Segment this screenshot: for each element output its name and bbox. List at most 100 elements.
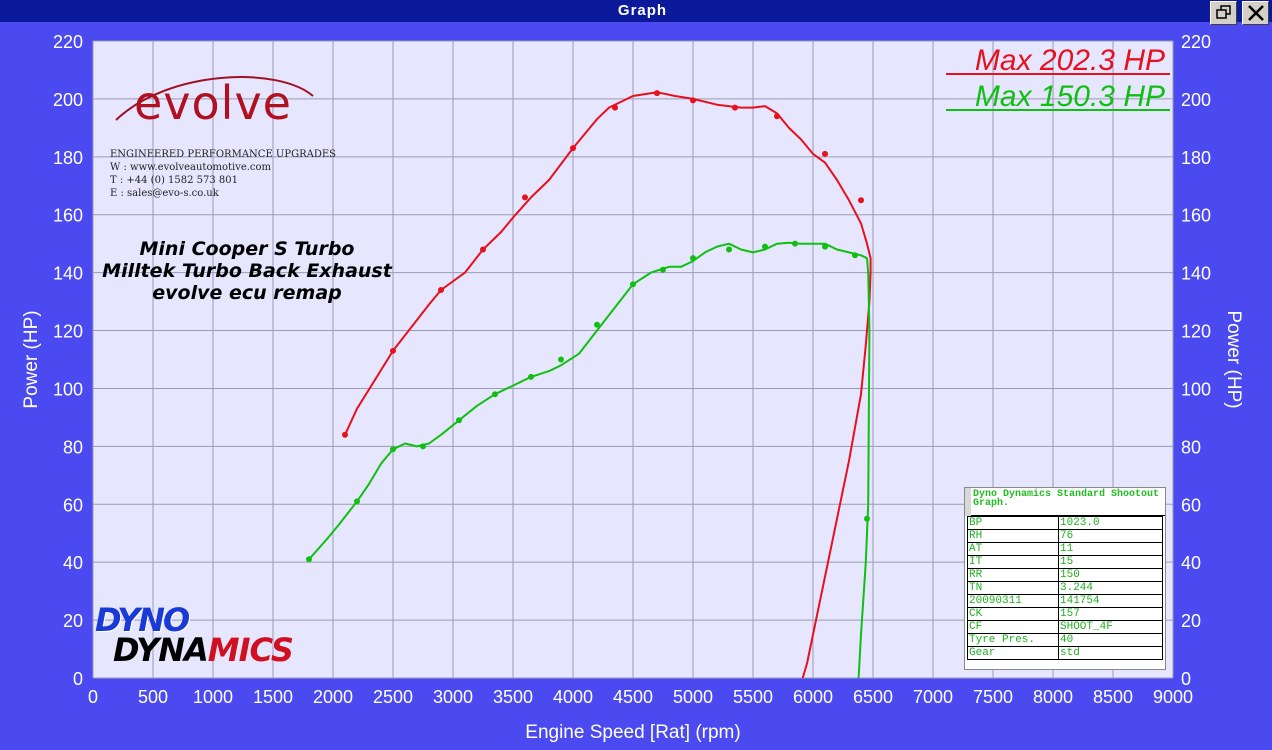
dyno-dynamics-logo: DYNO DYNAMICS — [95, 604, 294, 666]
data-point-run2 — [420, 443, 426, 450]
evolve-logo: evolve — [134, 76, 292, 130]
y-tick-label-right: 200 — [1181, 90, 1211, 110]
data-point-run1 — [690, 97, 696, 104]
info-key: Gear — [967, 646, 1059, 660]
x-tick-label: 8500 — [1093, 687, 1133, 707]
info-table-row: CF SHOOT_4F — [967, 620, 1163, 634]
y-tick-label-right: 40 — [1181, 553, 1201, 573]
evolve-swoosh — [115, 76, 314, 121]
y-tick-label-right: 220 — [1181, 32, 1211, 52]
info-value: 11 — [1058, 542, 1163, 556]
data-point-run2 — [762, 243, 768, 250]
info-value: 157 — [1058, 607, 1163, 621]
y-tick-label-right: 80 — [1181, 437, 1201, 457]
y-tick-label-left: 140 — [53, 264, 83, 284]
y-tick-label-right: 100 — [1181, 379, 1211, 399]
data-point-run1 — [480, 246, 486, 253]
info-value: std — [1058, 646, 1163, 660]
data-point-run2 — [852, 252, 858, 259]
info-key: CF — [967, 620, 1059, 634]
x-axis-title: Engine Speed [Rat] (rpm) — [525, 722, 740, 743]
data-point-run2 — [792, 240, 798, 247]
y-tick-label-left: 100 — [53, 379, 83, 399]
x-tick-label: 6000 — [793, 687, 833, 707]
y-tick-label-right: 180 — [1181, 148, 1211, 168]
info-table-row: RR 150 — [967, 568, 1163, 582]
info-value: 3.244 — [1058, 581, 1163, 595]
data-point-run2 — [822, 243, 828, 250]
info-table-header: Dyno Dynamics Standard Shootout Graph. — [965, 488, 1165, 516]
data-point-run2 — [456, 417, 462, 424]
x-tick-label: 7000 — [913, 687, 953, 707]
contact-web: W : www.evolveautomotive.com — [110, 162, 272, 173]
dyno-logo-dyna: DYNA — [113, 631, 209, 669]
x-tick-label: 5500 — [733, 687, 773, 707]
y-tick-label-left: 40 — [63, 553, 83, 573]
x-tick-label: 500 — [138, 687, 168, 707]
info-value: SHOOT_4F — [1058, 620, 1163, 634]
x-tick-label: 7500 — [973, 687, 1013, 707]
data-point-run1 — [342, 431, 348, 438]
restore-icon — [1216, 5, 1231, 19]
x-tick-label: 4500 — [613, 687, 653, 707]
info-table-row: Gear std — [967, 646, 1163, 660]
y-tick-label-right: 60 — [1181, 495, 1201, 515]
info-value: 141754 — [1058, 594, 1163, 608]
y-tick-label-left: 20 — [63, 611, 83, 631]
x-tick-label: 9000 — [1153, 687, 1193, 707]
x-tick-label: 8000 — [1033, 687, 1073, 707]
data-point-run1 — [570, 145, 576, 152]
restore-button[interactable] — [1210, 1, 1237, 25]
contact-email: E : sales@evo-s.co.uk — [110, 188, 219, 199]
y-tick-label-right: 160 — [1181, 206, 1211, 226]
x-tick-label: 3500 — [493, 687, 533, 707]
close-icon — [1248, 5, 1264, 21]
y-tick-label-right: 20 — [1181, 611, 1201, 631]
x-tick-label: 3000 — [433, 687, 473, 707]
close-button[interactable] — [1242, 1, 1269, 25]
y-tick-label-left: 120 — [53, 322, 83, 342]
data-point-run1 — [390, 347, 396, 354]
data-point-run2 — [660, 266, 666, 273]
y-tick-label-left: 200 — [53, 90, 83, 110]
data-point-run1 — [612, 104, 618, 111]
power-curve-run1 — [344, 91, 872, 678]
dyno-chart: 0 500 1000 1500 2000 2500 3000 3500 4000 4500 5000… — [21, 32, 1244, 743]
data-point-run2 — [726, 246, 732, 253]
x-tick-label: 0 — [88, 687, 98, 707]
info-key: RR — [967, 568, 1059, 582]
info-table-row: IT 15 — [967, 555, 1163, 569]
data-point-run2 — [354, 498, 360, 505]
info-key: Tyre Pres. — [967, 633, 1059, 647]
info-value: 1023.0 — [1058, 516, 1163, 530]
window-title: Graph — [617, 2, 668, 19]
power-curve-run2 — [308, 241, 871, 678]
x-tick-label: 4000 — [553, 687, 593, 707]
info-key: CK — [967, 607, 1059, 621]
shootout-info-table: Dyno Dynamics Standard Shootout Graph. B… — [964, 487, 1166, 670]
x-tick-label: 2000 — [313, 687, 353, 707]
info-value: 76 — [1058, 529, 1163, 543]
data-point-run1 — [654, 90, 660, 97]
y-tick-label-left: 220 — [53, 32, 83, 52]
car-description: Mini Cooper S Turbo Milltek Turbo Back E… — [92, 238, 402, 304]
info-table-row: AT 11 — [967, 542, 1163, 556]
info-table-row: BP 1023.0 — [967, 516, 1163, 530]
contact-phone: T : +44 (0) 1582 573 801 — [110, 175, 239, 186]
y-tick-label-right: 140 — [1181, 264, 1211, 284]
car-line-1: Mini Cooper S Turbo — [139, 238, 355, 260]
data-point-run2 — [690, 255, 696, 262]
y-axis-title-right: Power (HP) — [1223, 310, 1244, 408]
legend-max-run2: Max 150.3 HP — [975, 80, 1165, 113]
y-tick-label-left: 0 — [73, 669, 83, 689]
info-value: 15 — [1058, 555, 1163, 569]
data-point-run1 — [858, 197, 864, 204]
info-table-row: CK 157 — [967, 607, 1163, 621]
info-key: IT — [967, 555, 1059, 569]
info-key: 20090311 — [967, 594, 1059, 608]
legend-max-run1: Max 202.3 HP — [975, 44, 1165, 77]
info-table-row: 20090311 141754 — [967, 594, 1163, 608]
data-point-run1 — [438, 287, 444, 294]
x-tick-label: 1500 — [253, 687, 293, 707]
data-point-run1 — [774, 113, 780, 120]
